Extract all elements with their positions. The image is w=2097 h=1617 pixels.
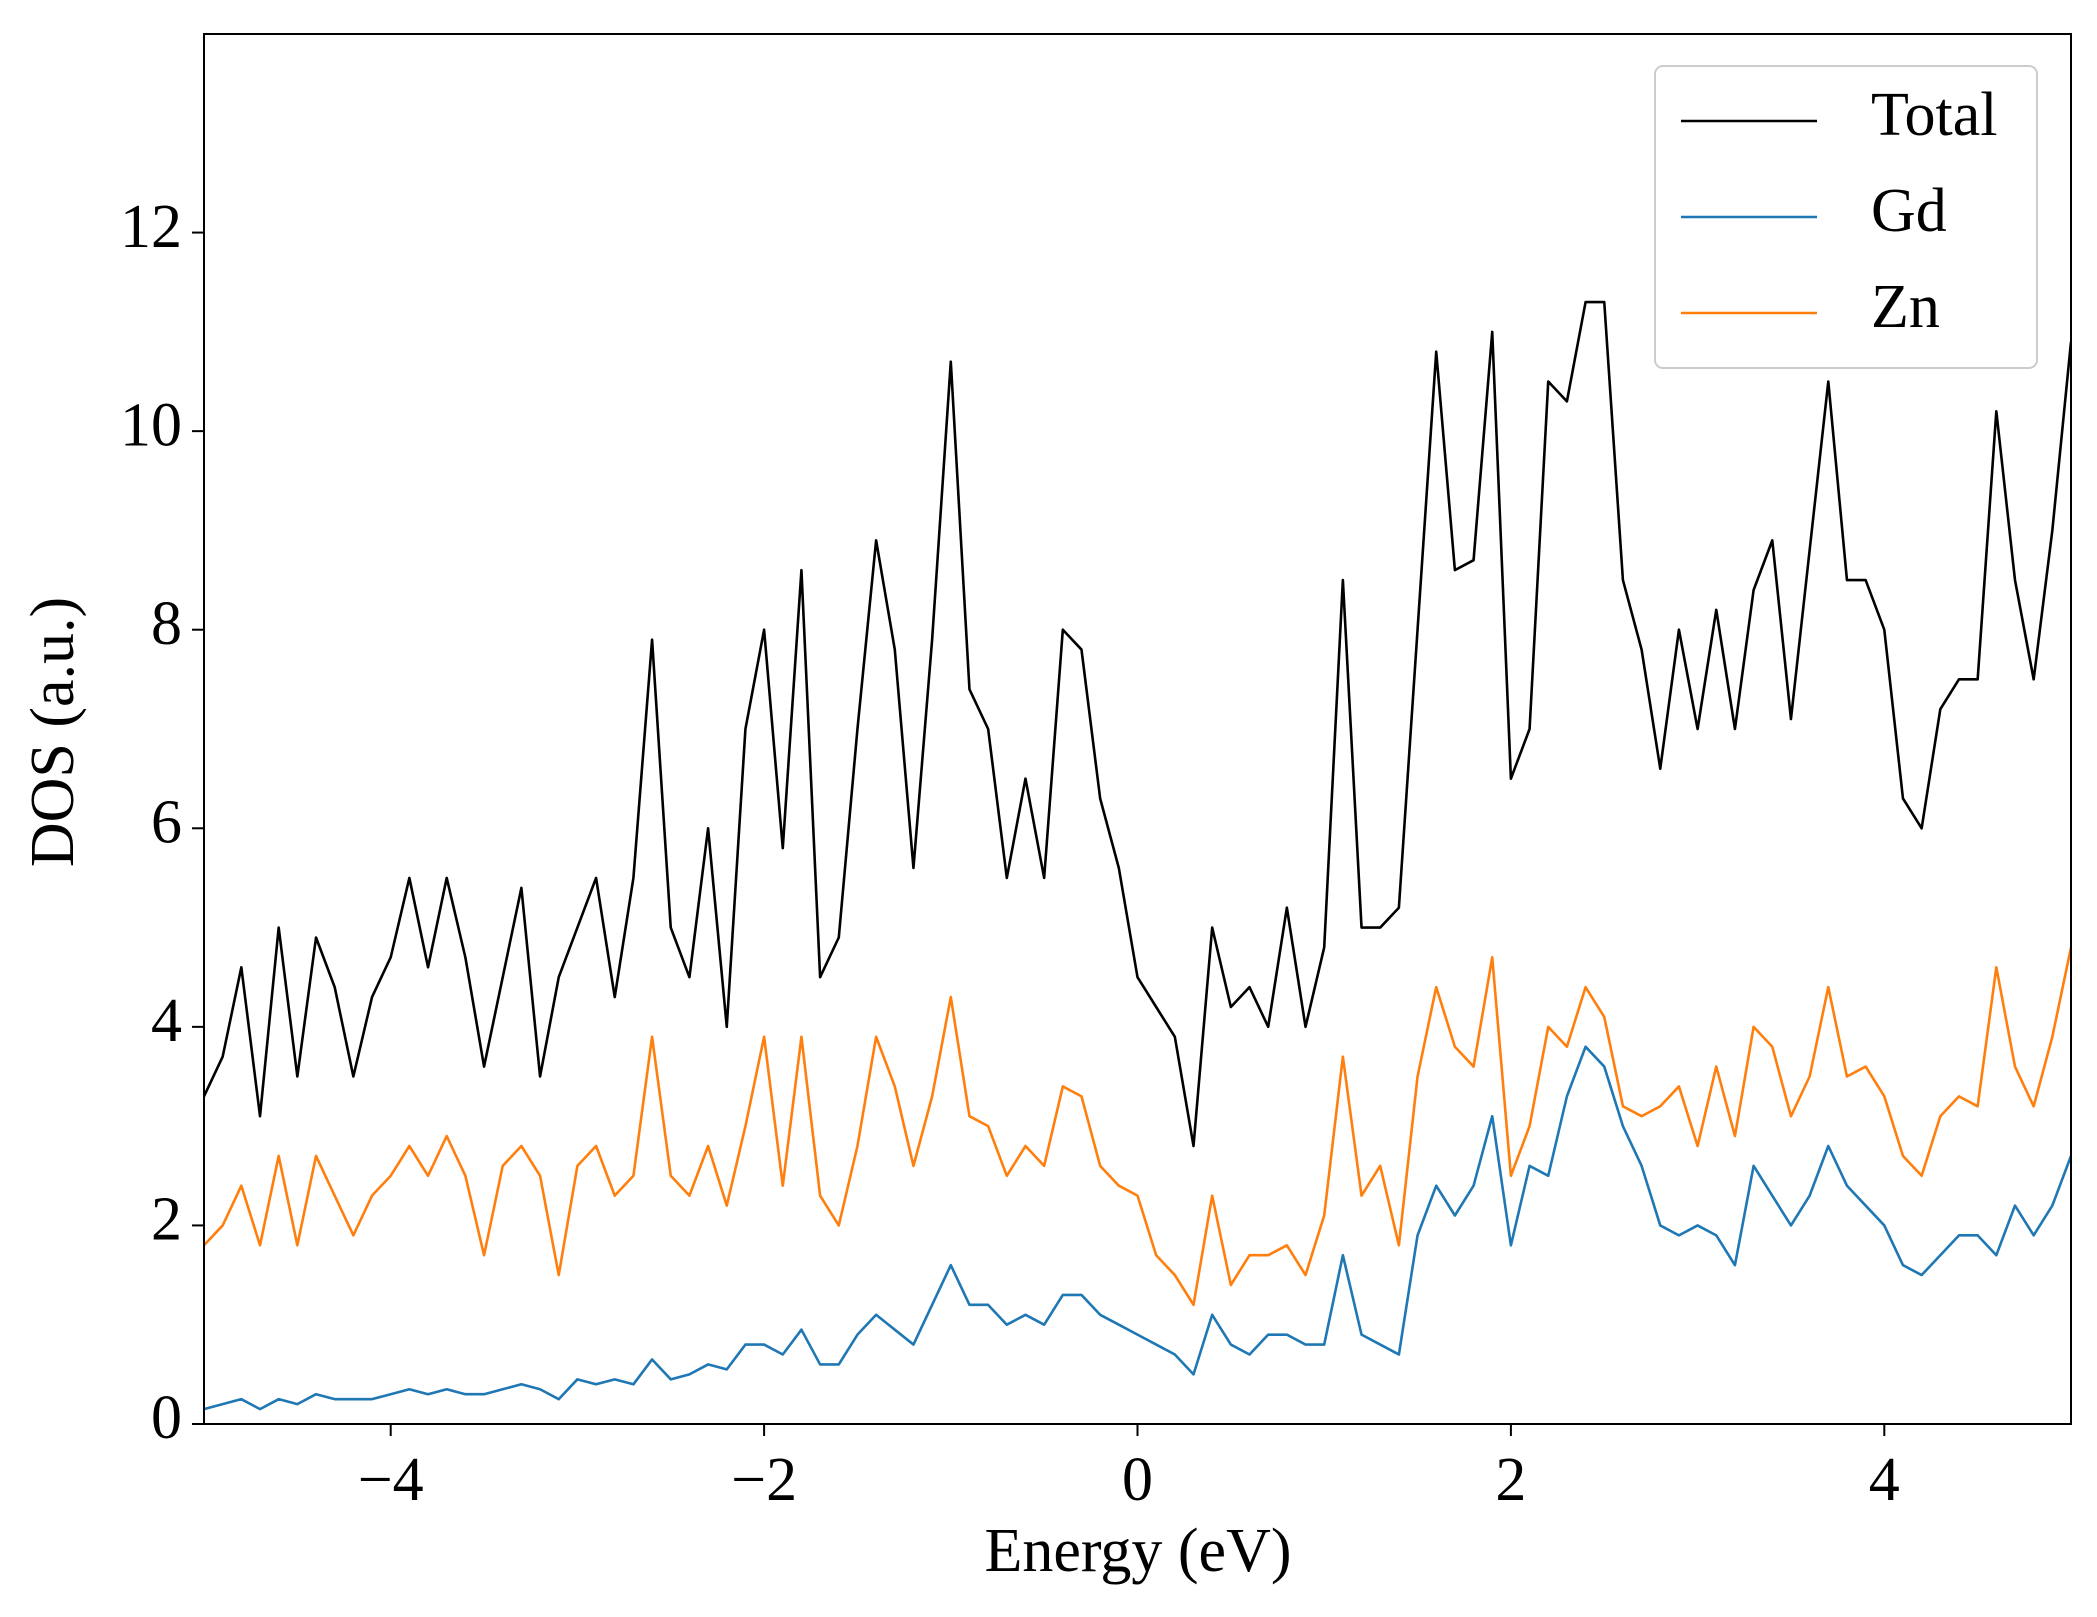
y-tick-label: 4 xyxy=(151,987,182,1055)
line-series xyxy=(204,1045,2071,1411)
y-tick-label: 12 xyxy=(120,193,182,261)
x-axis-label: Energy (eV) xyxy=(984,1517,1291,1585)
line-series xyxy=(204,300,2071,1148)
y-axis-label: DOS (a.u.) xyxy=(19,597,87,867)
x-tick-label: −4 xyxy=(358,1446,424,1514)
legend-label: Gd xyxy=(1871,177,1947,245)
x-tick-label: 2 xyxy=(1495,1446,1526,1514)
x-tick-label: 4 xyxy=(1869,1446,1900,1514)
legend-label: Zn xyxy=(1871,273,1940,341)
legend-box xyxy=(1654,65,2038,369)
x-tick-label: −2 xyxy=(731,1446,797,1514)
x-tick-label: 0 xyxy=(1122,1446,1153,1514)
y-tick-label: 2 xyxy=(151,1186,182,1254)
legend-label: Total xyxy=(1871,81,1998,149)
y-tick-label: 8 xyxy=(151,590,182,658)
y-tick-label: 6 xyxy=(151,789,182,857)
line-series xyxy=(204,947,2071,1307)
y-tick-label: 10 xyxy=(120,391,182,459)
y-tick-label: 0 xyxy=(151,1384,182,1452)
plot-frame xyxy=(203,33,2072,1425)
